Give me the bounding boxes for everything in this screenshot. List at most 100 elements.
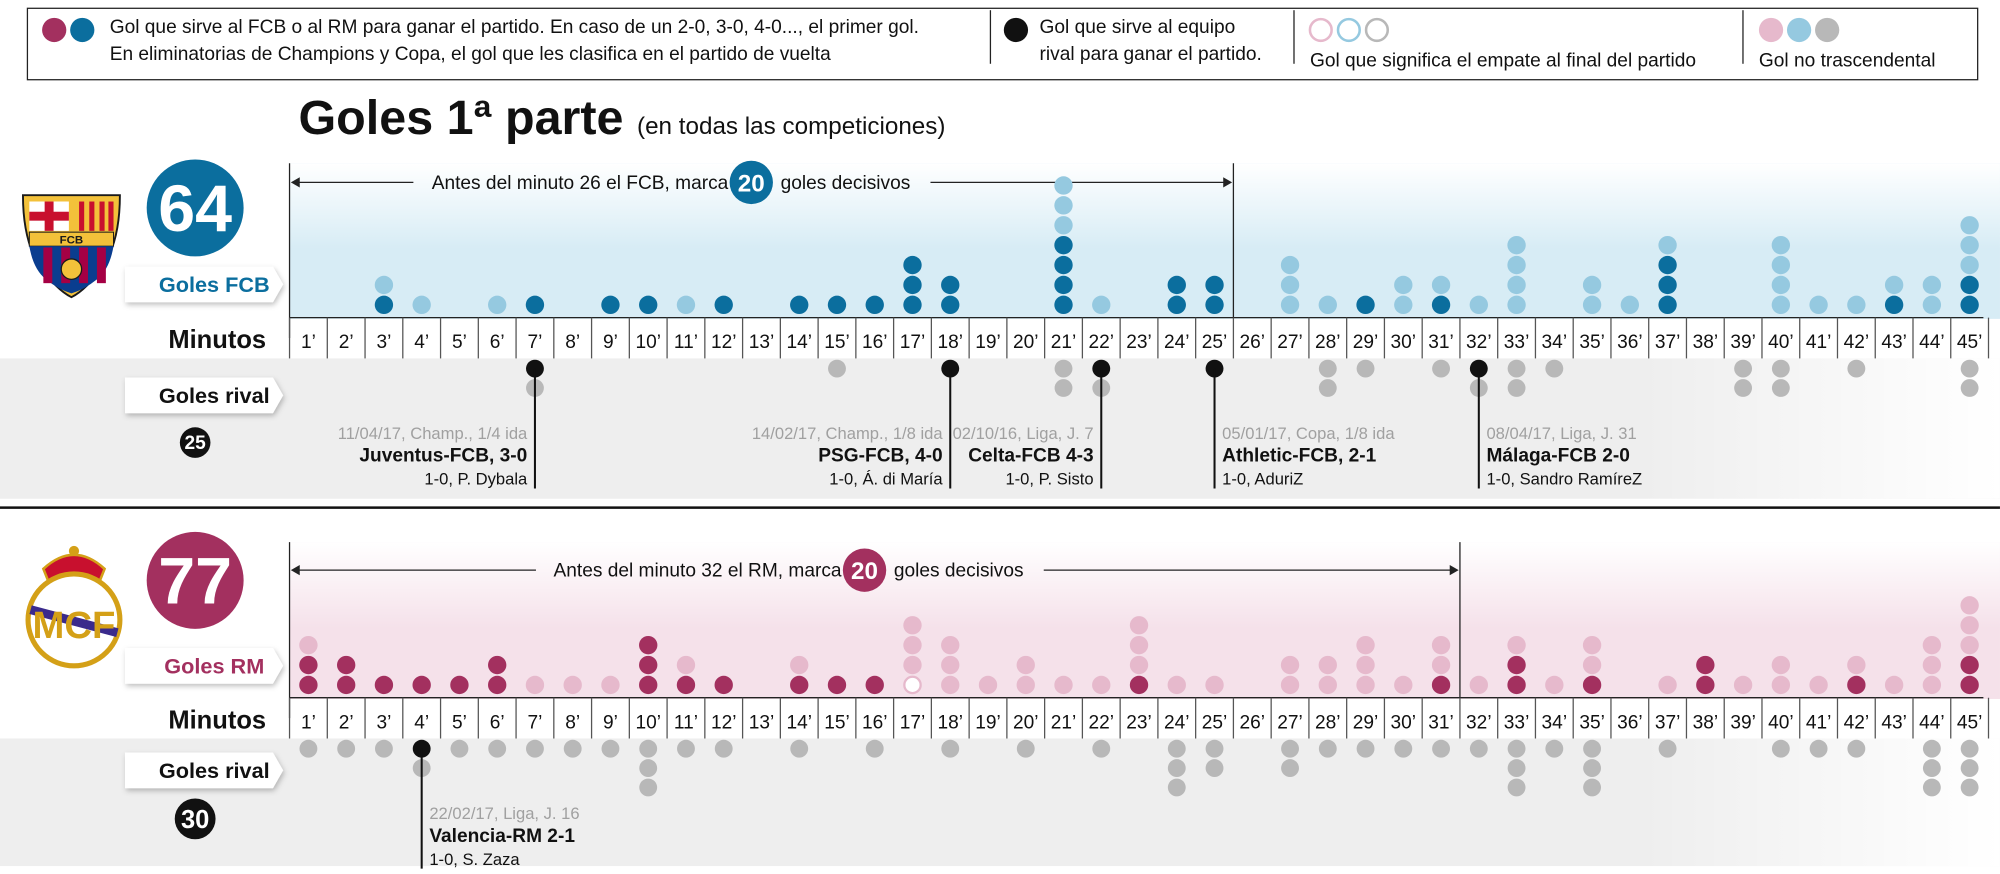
minute-tick-label: 35’ bbox=[1579, 712, 1605, 733]
bracket-count: 20 bbox=[738, 170, 765, 197]
rm-minor-goal-dot bbox=[1356, 635, 1375, 655]
minute-tick-label: 7’ bbox=[527, 712, 542, 733]
legend bbox=[26, 7, 1979, 81]
rival-minor-goal-dot bbox=[1167, 759, 1186, 778]
rival-minor-goal-dot bbox=[714, 739, 733, 758]
rival-minor-goal-dot bbox=[1507, 739, 1526, 758]
fcb-crest-cross-h bbox=[29, 211, 69, 221]
rm-minor-goal-dot bbox=[1205, 675, 1224, 695]
rm-decisive-goal-dot bbox=[412, 675, 431, 695]
rival-minor-goal-dot bbox=[1281, 759, 1299, 778]
minute-tick-label: 23’ bbox=[1126, 712, 1152, 733]
fcb-total-badge bbox=[146, 159, 244, 257]
fcb-minor-goal-dot bbox=[1960, 216, 1979, 235]
bracket-arrowhead-left bbox=[290, 565, 300, 576]
chart-title: Goles 1ª parte (en todas las competicion… bbox=[298, 92, 945, 147]
minute-tick-label: 35’ bbox=[1579, 332, 1605, 353]
x-axis-label: Minutos bbox=[168, 326, 266, 354]
rm-decisive-goal-dot bbox=[299, 675, 318, 695]
rival-minor-goal-dot bbox=[299, 739, 318, 758]
rival-minor-goal-dot bbox=[1432, 739, 1450, 758]
match-annotation: 05/01/17, Copa, 1/8 ida Athletic-FCB, 2-1… bbox=[1222, 424, 1395, 489]
legend-rival-line-2: rival para ganar el partido. bbox=[1039, 43, 1262, 66]
rm-minor-goal-dot bbox=[1431, 655, 1451, 675]
rm-decisive-goal-dot bbox=[790, 675, 809, 695]
minute-tick-label: 15’ bbox=[824, 712, 850, 733]
minute-tick-label: 2’ bbox=[339, 332, 354, 353]
rm-minor-goal-dot bbox=[1394, 675, 1413, 695]
minute-tick-label: 14’ bbox=[786, 332, 812, 353]
minute-tick-label: 45’ bbox=[1957, 332, 1983, 353]
rm-crest-band bbox=[29, 605, 119, 637]
fcb-minor-goal-dot bbox=[1960, 255, 1979, 275]
rival-minor-goal-dot bbox=[1583, 739, 1602, 758]
legend-minor-rival-dot bbox=[1815, 17, 1840, 43]
bracket-count: 20 bbox=[851, 558, 878, 585]
fcb-decisive-goal-dot bbox=[1658, 295, 1677, 315]
rm-panel: Antes del minuto 32 el RM, marca 20 goles … bbox=[0, 531, 2000, 869]
fcb-minor-goal-dot bbox=[1922, 295, 1942, 315]
rm-total-goals: 77 bbox=[158, 544, 232, 618]
minute-tick-label: 8’ bbox=[565, 712, 580, 733]
rm-minor-goal-dot bbox=[1960, 596, 1979, 615]
rm-minor-goal-dot bbox=[1016, 675, 1035, 695]
fcb-decisive-goal-dot bbox=[1054, 275, 1073, 295]
fcb-decisive-goal-dot bbox=[790, 295, 809, 315]
fcb-decisive-goal-dot bbox=[714, 295, 733, 315]
fcb-decisive-goal-dot bbox=[1884, 295, 1904, 315]
fcb-decisive-goal-dot bbox=[1167, 295, 1186, 315]
bracket-text-before: Antes del minuto 26 el FCB, marca bbox=[432, 173, 729, 194]
rm-crest-icon: MCF bbox=[25, 545, 123, 669]
rm-minor-goal-dot bbox=[1129, 655, 1149, 675]
fcb-decisive-goal-dot bbox=[1054, 235, 1073, 255]
minute-tick-label: 41’ bbox=[1806, 332, 1832, 353]
rm-minor-goal-dot bbox=[525, 675, 545, 695]
rm-minor-goal-dot bbox=[1658, 675, 1677, 695]
minute-tick-label: 27’ bbox=[1277, 712, 1303, 733]
minute-tick-label: 12’ bbox=[711, 712, 737, 733]
minute-tick-label: 17’ bbox=[900, 712, 926, 733]
rival-minor-goal-dot bbox=[639, 739, 658, 758]
rm-minor-goal-dot bbox=[601, 675, 620, 695]
fcb-decisive-goal-dot bbox=[374, 295, 394, 315]
minute-tick-label: 10’ bbox=[635, 712, 661, 733]
fcb-minor-goal-dot bbox=[1847, 295, 1866, 315]
minute-tick-label: 4’ bbox=[414, 332, 429, 353]
rival-minor-goal-dot bbox=[1318, 379, 1337, 397]
annotation-scorer: 1-0, S. Zaza bbox=[429, 850, 520, 869]
rival-goals-label: Goles rival bbox=[159, 758, 270, 783]
fcb-minor-goal-dot bbox=[1054, 216, 1073, 235]
rm-decisive-goal-dot bbox=[1507, 655, 1526, 675]
fcb-crest-stripe bbox=[89, 201, 95, 231]
rival-minor-goal-dot bbox=[865, 739, 884, 758]
legend-draw-fcb-dot bbox=[1336, 17, 1361, 43]
minute-tick-label: 36’ bbox=[1617, 712, 1643, 733]
minute-tick-label: 22’ bbox=[1089, 332, 1115, 353]
legend-divider bbox=[1293, 10, 1295, 64]
fcb-minor-goal-dot bbox=[1280, 295, 1300, 315]
rm-minor-goal-dot bbox=[1280, 675, 1300, 695]
match-annotation: 08/04/17, Liga, J. 31 Málaga-FCB 2-0 1-0, … bbox=[1486, 424, 1642, 489]
fcb-decisive-goal-dot bbox=[1960, 295, 1979, 315]
minute-tick-label: 37’ bbox=[1655, 332, 1681, 353]
rival-minor-goal-dot bbox=[1507, 778, 1526, 797]
rival-minor-goal-dot bbox=[1092, 739, 1111, 758]
fcb-minor-goal-dot bbox=[1092, 295, 1111, 315]
minute-tick-label: 38’ bbox=[1693, 332, 1719, 353]
rm-decisive-goal-dot bbox=[299, 655, 318, 675]
rm-decisive-goal-dot bbox=[639, 635, 658, 655]
legend-draw-rm-dot bbox=[1308, 17, 1333, 43]
rm-decisive-goal-dot bbox=[1960, 655, 1979, 675]
minute-tick-label: 32’ bbox=[1466, 332, 1492, 353]
annotation-date: 08/04/17, Liga, J. 31 bbox=[1486, 424, 1636, 443]
minute-tick-label: 37’ bbox=[1655, 712, 1681, 733]
rival-minor-goal-dot bbox=[374, 739, 393, 758]
legend-decisive-line-2: En eliminatorias de Champions y Copa, el… bbox=[109, 43, 831, 66]
fcb-decisive-goal-dot bbox=[865, 295, 884, 315]
rival-minor-goal-dot bbox=[1016, 739, 1035, 758]
rival-total-badge bbox=[174, 798, 216, 840]
rival-minor-goal-dot bbox=[1054, 379, 1073, 397]
minute-tick-label: 26’ bbox=[1240, 332, 1266, 353]
minute-tick-label: 2’ bbox=[339, 712, 354, 733]
